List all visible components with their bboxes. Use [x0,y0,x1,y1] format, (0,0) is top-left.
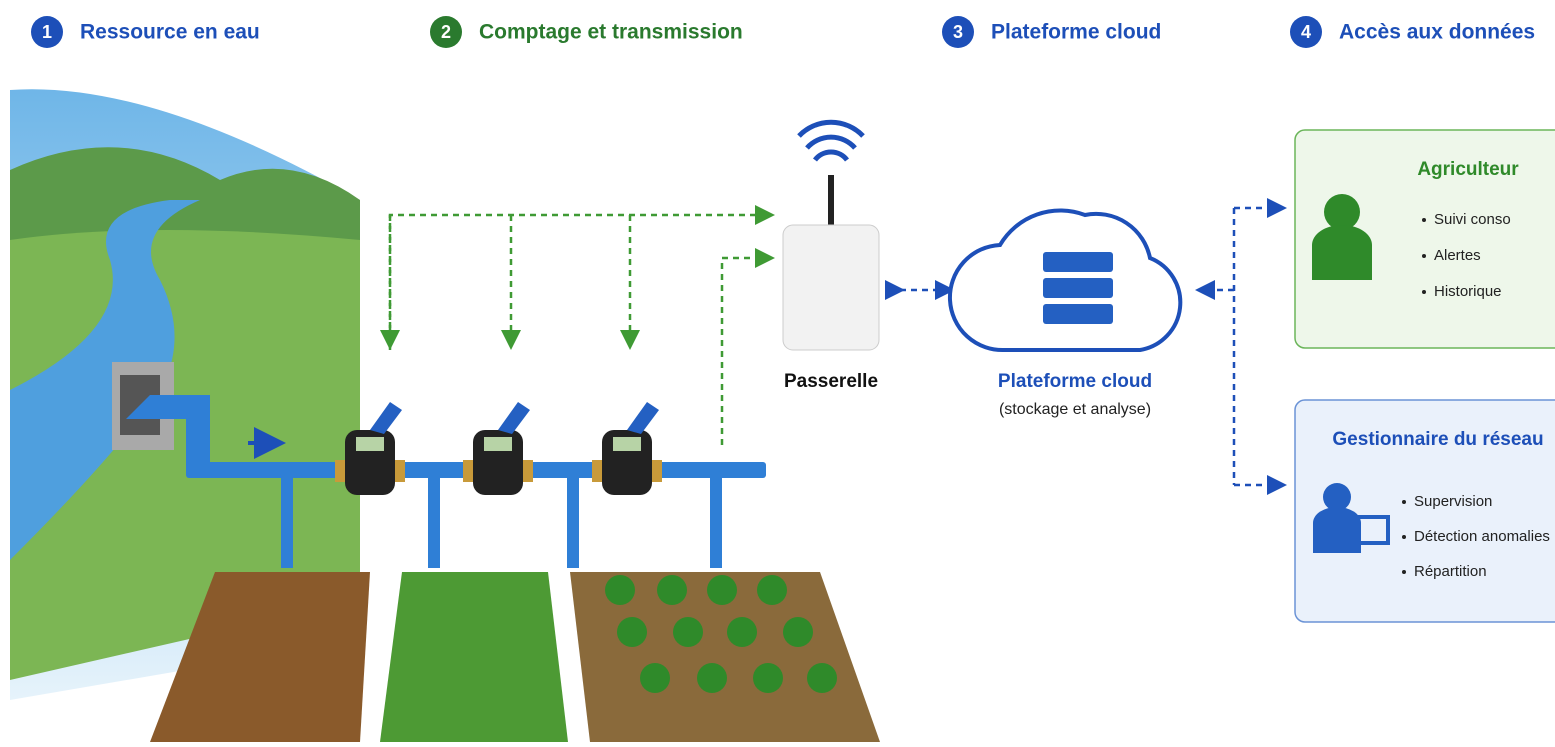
bullet [1402,500,1406,504]
diagram: Passerelle Plateforme cloud (stockage et… [0,0,1555,742]
cloud [950,211,1180,351]
user-item: Détection anomalies [1414,528,1550,545]
step-number: 4 [1301,22,1311,42]
bullet [1422,218,1426,222]
gateway [783,122,879,350]
green-links [390,215,770,445]
bullet [1422,290,1426,294]
blue-links [1200,208,1282,485]
step-title: Ressource en eau [80,21,260,44]
bullet [1402,535,1406,539]
step-number: 1 [42,22,52,42]
bullet [1422,254,1426,258]
step-title: Plateforme cloud [991,21,1161,44]
user-boxes [1295,130,1555,622]
user-item: Répartition [1414,563,1487,580]
gateway-label: Passerelle [784,371,878,392]
page: Passerelle Plateforme cloud (stockage et… [0,0,1555,742]
bullet [1402,570,1406,574]
user-item: Supervision [1414,493,1492,510]
step-title: Accès aux données [1339,21,1535,44]
step-title: Comptage et transmission [479,21,743,44]
meters [335,402,662,495]
cloud-sublabel: (stockage et analyse) [999,401,1151,418]
step-number: 2 [441,22,451,42]
user-title: Agriculteur [1417,159,1519,180]
user-item: Suivi conso [1434,211,1511,228]
cloud-label: Plateforme cloud [998,371,1152,392]
fields [150,572,880,742]
user-item: Historique [1434,283,1502,300]
step-number: 3 [953,22,963,42]
user-item: Alertes [1434,247,1481,264]
user-title: Gestionnaire du réseau [1332,429,1543,450]
